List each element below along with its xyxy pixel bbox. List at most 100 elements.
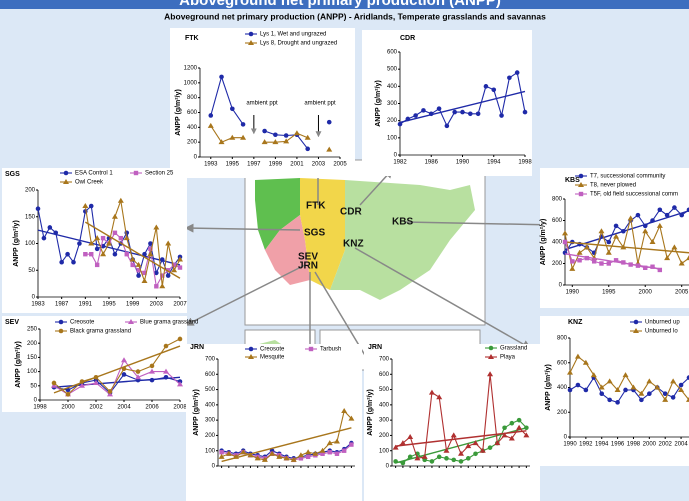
marker xyxy=(71,259,76,265)
marker xyxy=(225,450,232,456)
marker xyxy=(163,368,169,374)
site-label: SGS xyxy=(5,171,20,178)
marker xyxy=(523,432,530,438)
marker xyxy=(304,134,311,140)
y-tick-label: 600 xyxy=(187,110,198,116)
marker xyxy=(622,372,629,378)
marker xyxy=(320,451,325,456)
chart-panel xyxy=(170,28,355,178)
marker xyxy=(94,262,100,268)
marker xyxy=(670,378,677,384)
marker xyxy=(261,139,268,145)
marker xyxy=(491,87,497,93)
y-tick-label: 200 xyxy=(187,140,198,146)
marker xyxy=(107,389,113,394)
marker xyxy=(413,113,418,118)
marker xyxy=(117,197,124,203)
marker xyxy=(94,235,101,241)
marker xyxy=(570,259,575,264)
y-tick-label: 0 xyxy=(32,295,36,301)
marker xyxy=(507,75,512,81)
marker xyxy=(177,256,183,262)
marker xyxy=(627,215,634,221)
marker xyxy=(475,111,481,117)
map-label: SEV xyxy=(298,252,318,263)
y-axis-label: ANPP (g/m²/y) xyxy=(375,80,382,127)
marker xyxy=(65,251,70,257)
legend-label: T5F, old field successional comm xyxy=(590,192,678,198)
trend-line xyxy=(564,241,689,254)
marker xyxy=(508,435,515,441)
legend-label: Tarbush xyxy=(320,347,341,353)
x-tick-label: 2005 xyxy=(333,162,347,168)
y-tick-label: 200 xyxy=(25,188,36,194)
marker xyxy=(635,212,641,218)
map xyxy=(244,159,486,371)
marker xyxy=(112,251,118,257)
marker xyxy=(633,319,639,325)
marker xyxy=(219,450,224,455)
marker xyxy=(479,447,486,453)
site-label: CDR xyxy=(400,35,415,42)
x-tick-label: 2000 xyxy=(61,405,75,411)
x-tick-label: 1987 xyxy=(55,302,69,308)
marker xyxy=(516,424,523,430)
y-tick-label: 400 xyxy=(552,240,563,246)
map-label: JRN xyxy=(298,261,318,272)
marker xyxy=(670,395,676,400)
marker xyxy=(646,378,653,384)
annotation: ambient ppt xyxy=(304,101,336,107)
marker xyxy=(607,397,612,403)
x-tick-label: 1997 xyxy=(247,162,261,168)
x-tick-label: 2003 xyxy=(150,302,164,308)
marker xyxy=(678,382,684,388)
y-tick-label: 200 xyxy=(379,433,390,439)
x-tick-label: 2002 xyxy=(89,405,103,411)
marker xyxy=(567,387,573,393)
marker xyxy=(643,265,648,270)
marker xyxy=(305,146,310,152)
marker xyxy=(562,230,568,236)
marker xyxy=(130,262,135,268)
marker xyxy=(59,259,64,265)
marker xyxy=(678,260,685,266)
marker xyxy=(599,391,605,396)
marker xyxy=(483,84,489,89)
y-tick-label: 300 xyxy=(205,418,216,424)
marker xyxy=(128,319,134,324)
y-tick-label: 0 xyxy=(386,464,390,470)
marker xyxy=(686,396,689,402)
x-tick-label: 2004 xyxy=(674,442,688,448)
marker xyxy=(82,203,89,209)
trend-line xyxy=(221,427,352,463)
x-tick-label: 1991 xyxy=(79,302,93,308)
marker xyxy=(218,139,225,145)
marker xyxy=(341,407,348,413)
legend-label: Lys 8, Drought and ungrazed xyxy=(260,41,337,47)
trend-line xyxy=(399,90,526,124)
marker xyxy=(414,455,421,461)
y-tick-label: 500 xyxy=(379,387,390,393)
y-tick-label: 100 xyxy=(379,448,390,454)
marker xyxy=(567,369,573,375)
marker xyxy=(93,379,99,385)
marker xyxy=(428,389,435,395)
marker xyxy=(276,453,283,459)
marker xyxy=(100,235,106,241)
trend-line xyxy=(564,253,660,270)
header: Aboveground net primary production (ANPP… xyxy=(164,11,546,21)
site-label: JRN xyxy=(190,344,204,351)
x-tick-label: 1995 xyxy=(602,290,616,296)
marker xyxy=(642,228,649,234)
x-tick-label: 2007 xyxy=(173,302,187,308)
marker xyxy=(522,109,528,115)
marker xyxy=(247,452,254,458)
marker xyxy=(578,182,584,187)
marker xyxy=(283,138,290,144)
legend-label: Unburned lo xyxy=(645,329,678,335)
legend-label: Lys 1, Wet and ungrazed xyxy=(260,32,326,38)
y-tick-label: 1000 xyxy=(184,80,198,86)
legend-label: T8, never plowed xyxy=(590,183,636,189)
marker xyxy=(159,283,166,289)
